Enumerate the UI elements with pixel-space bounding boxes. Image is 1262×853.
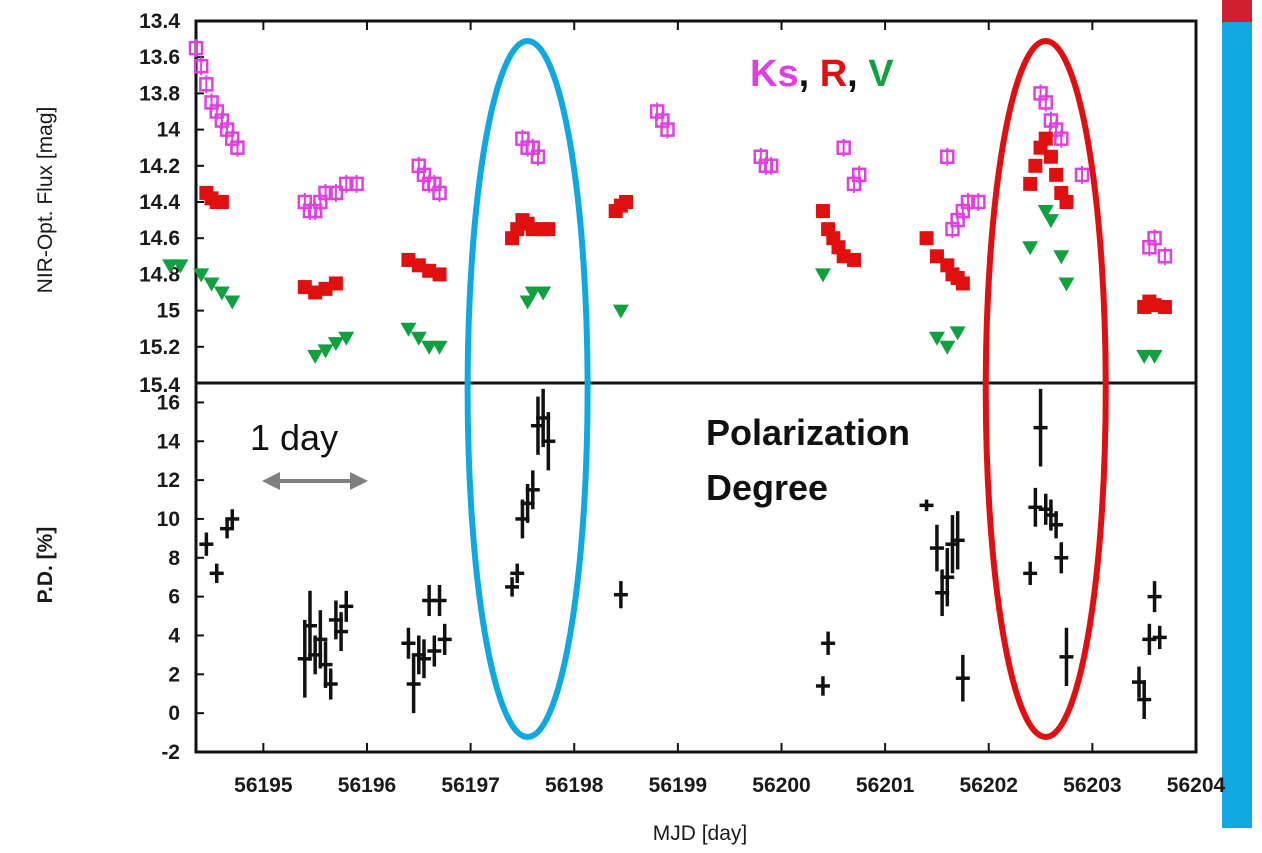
v-band-point: [1136, 349, 1153, 364]
cyan-ellipse: [464, 38, 591, 740]
v-band-point: [1037, 205, 1054, 220]
bottom-y-tick-label: 16: [157, 391, 180, 414]
x-tick-label: 56198: [545, 774, 604, 797]
v-band-point: [213, 286, 230, 301]
legend: Ks, R, V: [750, 53, 894, 95]
top-y-tick-label: 14.4: [139, 191, 180, 214]
v-band-point: [193, 268, 210, 283]
r-band-point: [1043, 149, 1058, 164]
r-band-point: [1028, 158, 1043, 173]
x-tick-label: 56199: [649, 774, 707, 797]
v-band-point: [410, 331, 427, 346]
v-band-point: [431, 340, 448, 355]
side-bar: [1222, 22, 1252, 828]
polarization-title-line-1: Polarization: [706, 412, 910, 453]
x-tick-label: 56203: [1063, 774, 1121, 797]
r-band-point: [1038, 131, 1053, 146]
v-band-point: [307, 349, 324, 364]
v-band-point: [317, 344, 334, 359]
top-y-axis-label: NIR-Opt. Flux [mag]: [34, 107, 57, 294]
bottom-y-tick-label: 2: [168, 663, 180, 686]
v-band-point: [939, 340, 956, 355]
x-tick-label: 56197: [441, 774, 499, 797]
v-band-point: [172, 259, 189, 274]
legend-r: R: [820, 53, 847, 95]
v-band-point: [612, 304, 629, 319]
x-tick-label: 56201: [856, 774, 915, 797]
bottom-y-tick-label: 12: [157, 469, 180, 492]
r-band-point: [541, 222, 556, 237]
r-band-point: [919, 231, 934, 246]
bottom-y-tick-label: 10: [157, 508, 180, 531]
bottom-y-tick-label: 14: [157, 430, 181, 453]
x-axis-label: MJD [day]: [653, 822, 748, 845]
bottom-y-tick-label: 0: [168, 702, 180, 725]
top-y-tick-label: 13.6: [139, 46, 180, 69]
side-bar-accent: [1222, 0, 1252, 22]
top-y-tick-label: 15: [157, 300, 181, 323]
r-band-point: [432, 267, 447, 282]
top-y-tick-label: 13.8: [139, 82, 180, 105]
v-band-point: [535, 286, 552, 301]
x-tick-label: 56195: [234, 774, 293, 797]
v-band-point: [1022, 241, 1039, 256]
v-band-point: [949, 326, 966, 341]
r-band-point: [955, 276, 970, 291]
red-ellipse: [982, 38, 1109, 740]
top-y-tick-label: 14: [157, 119, 181, 142]
bottom-y-tick-label: -2: [161, 741, 180, 764]
polarization-title-line-2: Degree: [706, 467, 828, 508]
v-band-point: [1146, 349, 1163, 364]
v-band-point: [338, 331, 355, 346]
r-band-point: [815, 204, 830, 219]
scale-annotation: 1 day: [250, 417, 338, 458]
r-band-point: [1157, 299, 1172, 314]
plot-frame: [194, 19, 1198, 754]
v-band-point: [162, 259, 179, 274]
r-band-point: [1023, 176, 1038, 191]
r-band-point: [214, 195, 229, 209]
legend-ks: Ks: [750, 53, 799, 95]
x-tick-label: 56196: [338, 774, 396, 797]
top-y-tick-label: 13.4: [139, 10, 180, 33]
r-band-point: [619, 195, 634, 209]
v-band-point: [327, 337, 344, 352]
bottom-y-tick-label: 4: [168, 624, 180, 647]
legend-v: V: [868, 53, 894, 95]
v-band-point: [203, 277, 220, 292]
v-band-point: [400, 322, 417, 337]
r-band-point: [1049, 167, 1064, 182]
v-band-point: [224, 295, 241, 310]
bottom-y-axis-label: P.D. [%]: [34, 527, 57, 604]
v-band-point: [1042, 214, 1059, 229]
top-y-tick-label: 14.6: [139, 227, 180, 250]
v-band-point: [1053, 250, 1070, 265]
r-band-point: [1059, 195, 1074, 209]
v-band-point: [1058, 277, 1075, 292]
x-tick-label: 56204: [1167, 774, 1226, 797]
x-tick-label: 56200: [752, 774, 810, 797]
v-band-point: [928, 331, 945, 346]
r-band-point: [847, 252, 862, 267]
v-band-point: [814, 268, 831, 283]
scale-arrow: [262, 472, 368, 490]
v-band-point: [524, 286, 541, 301]
top-y-tick-label: 14.8: [139, 263, 180, 286]
legend-sep-1: ,: [799, 53, 820, 95]
top-y-tick-label: 15.2: [139, 336, 180, 359]
bottom-y-tick-label: 6: [168, 586, 180, 609]
legend-sep-2: ,: [847, 53, 868, 95]
top-y-tick-label: 14.2: [139, 155, 180, 178]
r-band-point: [328, 276, 343, 291]
v-band-point: [421, 340, 438, 355]
top-bottom-tick-label: 15.4: [139, 374, 180, 397]
bottom-y-tick-label: 8: [168, 547, 180, 570]
v-band-point: [519, 295, 536, 310]
x-tick-label: 56202: [960, 774, 1018, 797]
